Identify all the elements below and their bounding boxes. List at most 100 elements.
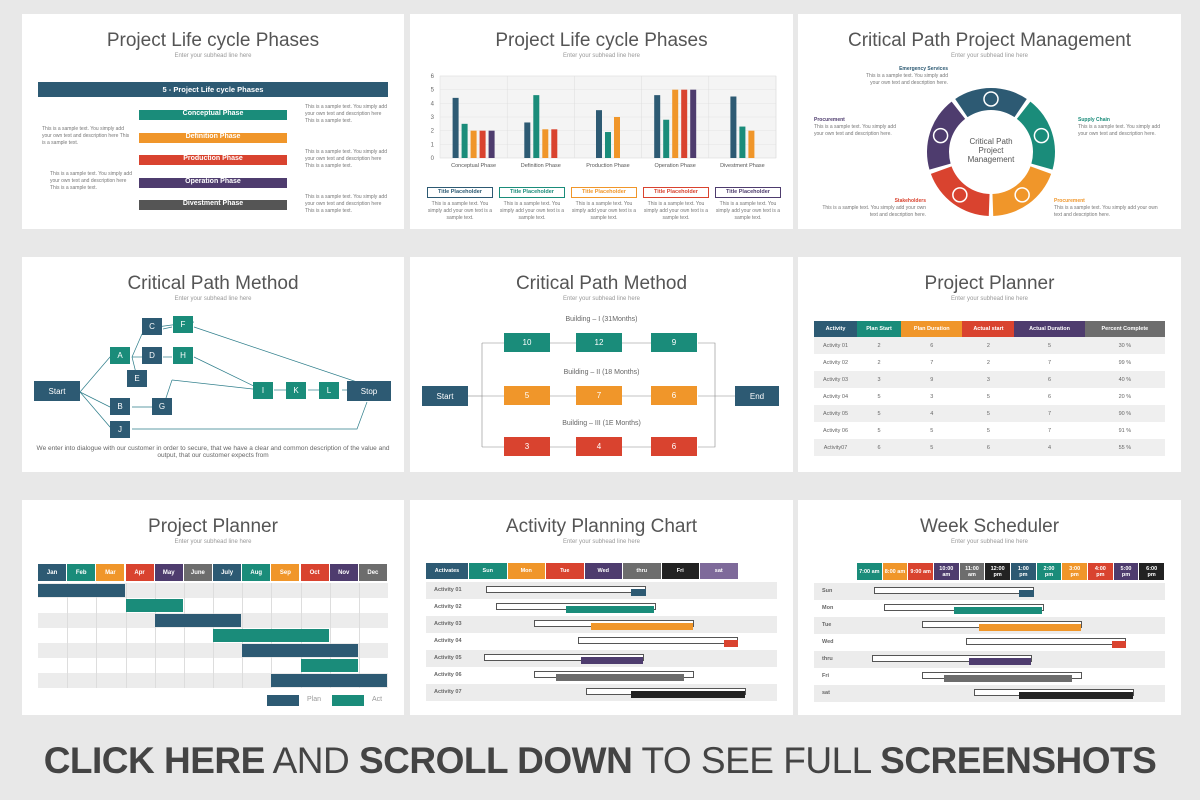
table-cell: 3: [877, 376, 881, 383]
column-header: Percent Complete: [1084, 321, 1165, 337]
grid-line: [154, 583, 156, 688]
gantt-bar: [969, 658, 1031, 665]
placeholder-row: Title Placeholder This is a sample text. …: [424, 187, 781, 227]
cycle-center-label: Critical Path Project Management: [967, 136, 1015, 164]
slide-project-planner-table[interactable]: Project Planner Enter your subhead line …: [798, 257, 1181, 472]
placeholder-title: Title Placeholder: [571, 187, 637, 198]
gantt-bar: [125, 599, 183, 612]
grid-line: [329, 583, 331, 688]
table-cell: 6: [986, 444, 990, 451]
table-cell: Activity 06: [822, 427, 849, 434]
footer-cta[interactable]: CLICK HERE AND SCROLL DOWN TO SEE FULL S…: [0, 740, 1200, 782]
node-l: L: [319, 382, 339, 399]
table-cell: 90 %: [1118, 410, 1132, 417]
gantt-bar: [1112, 641, 1126, 648]
gantt-bar: [213, 629, 329, 642]
slide-subhead: Enter your subhead line here: [950, 296, 1029, 302]
table-cell: 2: [986, 342, 990, 349]
segment-icon: [983, 91, 999, 107]
slide-title: Project Planner: [924, 273, 1055, 294]
activity-box: 7: [576, 386, 622, 405]
branch-label: Building – II (18 Months): [563, 369, 640, 376]
phase-bar: Operation Phase: [139, 178, 287, 188]
slide-title: Project Planner: [148, 516, 278, 537]
placeholder-title: Title Placeholder: [715, 187, 781, 198]
node-e: E: [127, 370, 147, 387]
bar: [524, 122, 531, 158]
bar: [542, 129, 549, 158]
time-header: 7:00 am: [857, 563, 883, 580]
time-header: 3:00 pm: [1062, 563, 1088, 580]
grid-line: [67, 583, 68, 688]
column-header: Activity: [814, 321, 858, 337]
table-cell: 5: [986, 410, 990, 417]
cta-click-here[interactable]: CLICK HERE: [43, 740, 266, 781]
bar: [681, 89, 688, 158]
activity-box: 3: [504, 437, 550, 456]
bar: [551, 129, 558, 158]
slide-title: Project Life cycle Phases: [106, 30, 320, 51]
slide-activity-planning[interactable]: Activity Planning Chart Enter your subhe…: [410, 500, 793, 715]
placeholder-text: This is a sample text. You simply add yo…: [571, 201, 637, 221]
slide-week-scheduler[interactable]: Week Scheduler Enter your subhead line h…: [798, 500, 1181, 715]
slide-lifecycle-phases-2[interactable]: Project Life cycle Phases Enter your sub…: [410, 14, 793, 229]
slide-critical-path-method-1[interactable]: Critical Path Method Enter your subhead …: [22, 257, 404, 472]
label-text: This is a sample text. You simply add yo…: [866, 73, 948, 86]
label-head: Procurement: [1054, 198, 1085, 204]
bar: [730, 96, 737, 158]
time-header: 5:00 pm: [1113, 563, 1140, 580]
bar-chart: 0 1 2 3 4 5 6 Conceptual Phase Definition Phase P…: [431, 74, 777, 169]
slide-title: Critical Path Method: [515, 273, 688, 294]
slide-critical-path-method-2[interactable]: Critical Path Method Enter your subhead …: [410, 257, 793, 472]
node-g: G: [152, 398, 172, 415]
x-tick-label: Divestment Phase: [720, 163, 765, 169]
column-header: Plan Start: [857, 321, 902, 337]
time-header: Fri: [661, 563, 700, 579]
placeholder-text: This is a sample text. You simply add yo…: [715, 201, 781, 221]
table-cell: 3: [930, 393, 934, 400]
bar: [488, 130, 495, 158]
slide-title: Activity Planning Chart: [505, 516, 698, 537]
placeholder-title: Title Placeholder: [643, 187, 709, 198]
row-label: Activity 04: [434, 638, 462, 644]
activity-box: 6: [651, 437, 697, 456]
slide-project-planner-gantt[interactable]: Project Planner Enter your subhead line …: [22, 500, 404, 715]
gantt-bar: [581, 657, 643, 664]
gantt-bar: [1019, 590, 1034, 597]
bar: [739, 126, 746, 158]
month-header: Feb: [67, 564, 97, 581]
month-header: Nov: [329, 564, 359, 581]
activity-box: 5: [504, 386, 550, 405]
cta-scroll-down: SCROLL DOWN: [358, 740, 633, 781]
row-label: Wed: [822, 639, 834, 645]
slide-critical-path-pm[interactable]: Critical Path Project Management Enter y…: [798, 14, 1181, 229]
slide-lifecycle-phases-1[interactable]: Project Life cycle Phases Enter your sub…: [22, 14, 404, 229]
bar: [748, 130, 755, 158]
gantt-bar: [271, 674, 387, 687]
node-start: Start: [422, 386, 468, 406]
activity-box: 10: [504, 333, 550, 352]
label-head: Stakeholders: [894, 198, 926, 204]
gantt-bar: [944, 675, 1072, 682]
gantt-bar: [591, 623, 693, 630]
month-header: Aug: [242, 564, 272, 581]
row-label: Activity 01: [434, 587, 462, 593]
column-header: Actual start: [962, 321, 1015, 337]
phase-bar: Divestment Phase: [139, 200, 287, 210]
table-cell: 20 %: [1118, 393, 1132, 400]
label-text: This is a sample text. You simply add yo…: [1054, 205, 1158, 218]
placeholder-title: Title Placeholder: [427, 187, 493, 198]
month-header: Mar: [96, 564, 126, 581]
table-cell: 4: [1048, 444, 1052, 451]
table-cell: 5: [930, 427, 934, 434]
slide-title: Critical Path Project Management: [847, 30, 1131, 51]
slide-subhead: Enter your subhead line here: [174, 539, 252, 545]
cta-text: AND: [264, 740, 359, 781]
time-header: 9:00 am: [908, 563, 934, 580]
table-cell: 7: [1048, 410, 1052, 417]
time-header: 6:00 pm: [1139, 563, 1165, 580]
grid-line: [358, 583, 360, 688]
placeholder-card: Title Placeholder This is a sample text. …: [499, 187, 565, 222]
label-text: This is a sample text. You simply add yo…: [1078, 124, 1160, 137]
x-tick-label: Operation Phase: [655, 163, 696, 169]
